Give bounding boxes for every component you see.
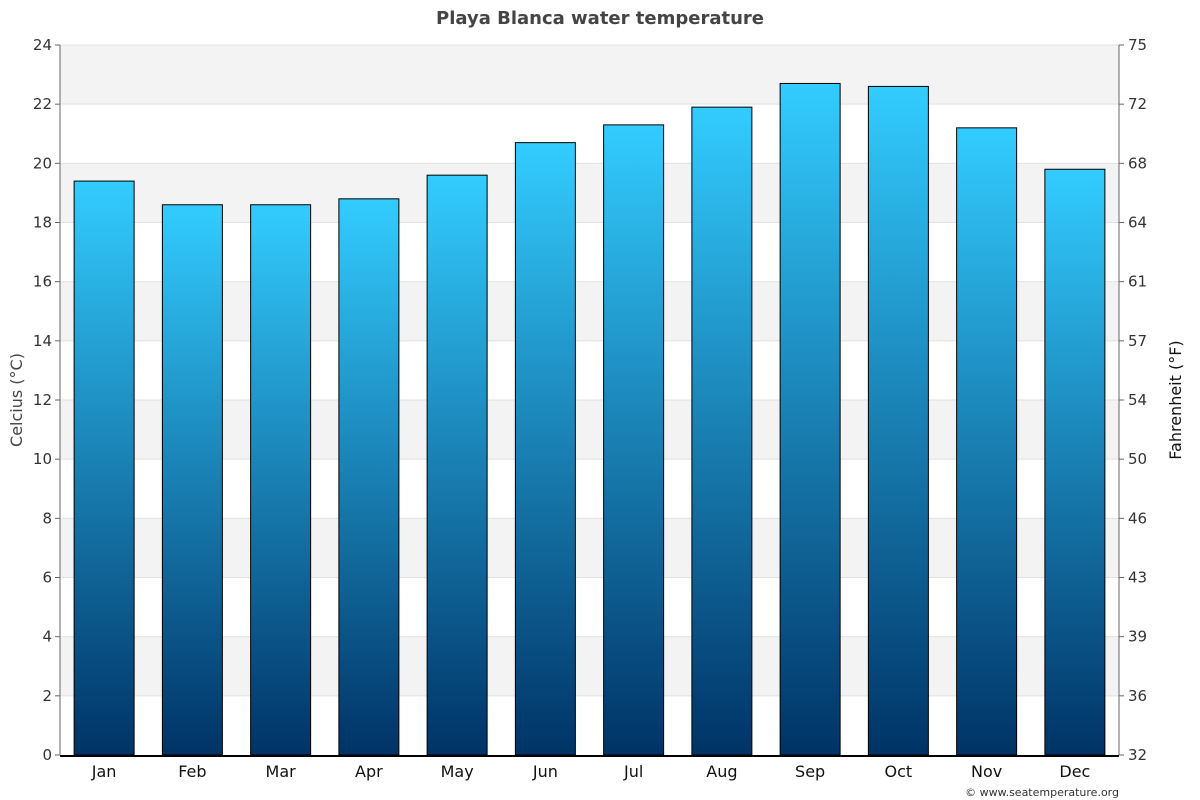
grid-band: [60, 400, 1119, 460]
y-tick-label-left: 24: [33, 36, 52, 54]
x-tick-label: Mar: [266, 762, 297, 781]
grid-band: [60, 163, 1119, 223]
y-tick-label-right: 64: [1128, 214, 1147, 232]
y-axis-right-ticks: 32 36 39 43 46 50 54 57 61 64 68 72 75: [1119, 36, 1147, 764]
y-tick-label-left: 12: [33, 391, 52, 409]
x-tick-label: Nov: [971, 762, 1002, 781]
y-axis-left-label: Celcius (°C): [7, 353, 26, 447]
x-axis-ticks: Jan Feb Mar Apr May Jun Jul Aug Sep Oct Nov Dec: [91, 762, 1091, 781]
grid-band: [60, 518, 1119, 578]
credit-text: © www.seatemperature.org: [965, 786, 1119, 799]
y-tick-label-left: 16: [33, 273, 52, 291]
grid-band: [60, 45, 1119, 105]
y-tick-label-left: 10: [33, 450, 52, 468]
bar-jan: [73, 180, 135, 756]
y-tick-label-right: 54: [1128, 391, 1147, 409]
bar-oct: [867, 85, 929, 756]
bar-mar: [250, 204, 312, 756]
grid-bands: [60, 45, 1119, 696]
y-axis-right-label: Fahrenheit (°F): [1166, 340, 1185, 459]
y-tick-label-left: 6: [42, 569, 52, 587]
bar-jun: [514, 142, 576, 756]
bars: [73, 82, 1106, 756]
bar-feb: [161, 204, 223, 756]
y-tick-label-left: 22: [33, 95, 52, 113]
y-tick-label-right: 50: [1128, 450, 1147, 468]
y-tick-label-right: 68: [1128, 154, 1147, 172]
y-tick-label-left: 18: [33, 214, 52, 232]
bar-jul: [603, 124, 665, 756]
y-tick-label-left: 0: [42, 746, 52, 764]
x-tick-label: Sep: [795, 762, 825, 781]
bar-dec: [1044, 168, 1106, 756]
y-tick-label-left: 20: [33, 154, 52, 172]
x-tick-label: Dec: [1059, 762, 1090, 781]
y-tick-label-right: 36: [1128, 687, 1147, 705]
y-tick-label-left: 8: [42, 509, 52, 527]
bar-may: [426, 174, 488, 756]
y-tick-label-right: 61: [1128, 273, 1147, 291]
x-tick-label: Oct: [885, 762, 913, 781]
bar-apr: [338, 198, 400, 756]
x-tick-label: Jun: [532, 762, 558, 781]
y-tick-label-right: 75: [1128, 36, 1147, 54]
chart-title: Playa Blanca water temperature: [436, 8, 764, 29]
x-tick-label: Jul: [623, 762, 643, 781]
y-tick-label-left: 14: [33, 332, 52, 350]
y-tick-label-right: 39: [1128, 628, 1147, 646]
y-tick-label-right: 46: [1128, 509, 1147, 527]
grid-lines: [60, 44, 1119, 697]
bar-aug: [691, 106, 753, 756]
y-tick-label-right: 32: [1128, 746, 1147, 764]
y-tick-label-left: 4: [42, 628, 52, 646]
x-tick-label: Feb: [178, 762, 206, 781]
x-tick-label: Apr: [355, 762, 383, 781]
bar-sep: [779, 82, 841, 756]
grid-band: [60, 281, 1119, 341]
y-tick-label-right: 57: [1128, 332, 1147, 350]
x-tick-label: Jan: [91, 762, 117, 781]
y-tick-label-left: 2: [42, 687, 52, 705]
x-tick-label: May: [441, 762, 474, 781]
bar-nov: [956, 127, 1018, 756]
y-tick-label-right: 72: [1128, 95, 1147, 113]
grid-band: [60, 636, 1119, 696]
y-tick-label-right: 43: [1128, 569, 1147, 587]
x-tick-label: Aug: [706, 762, 737, 781]
